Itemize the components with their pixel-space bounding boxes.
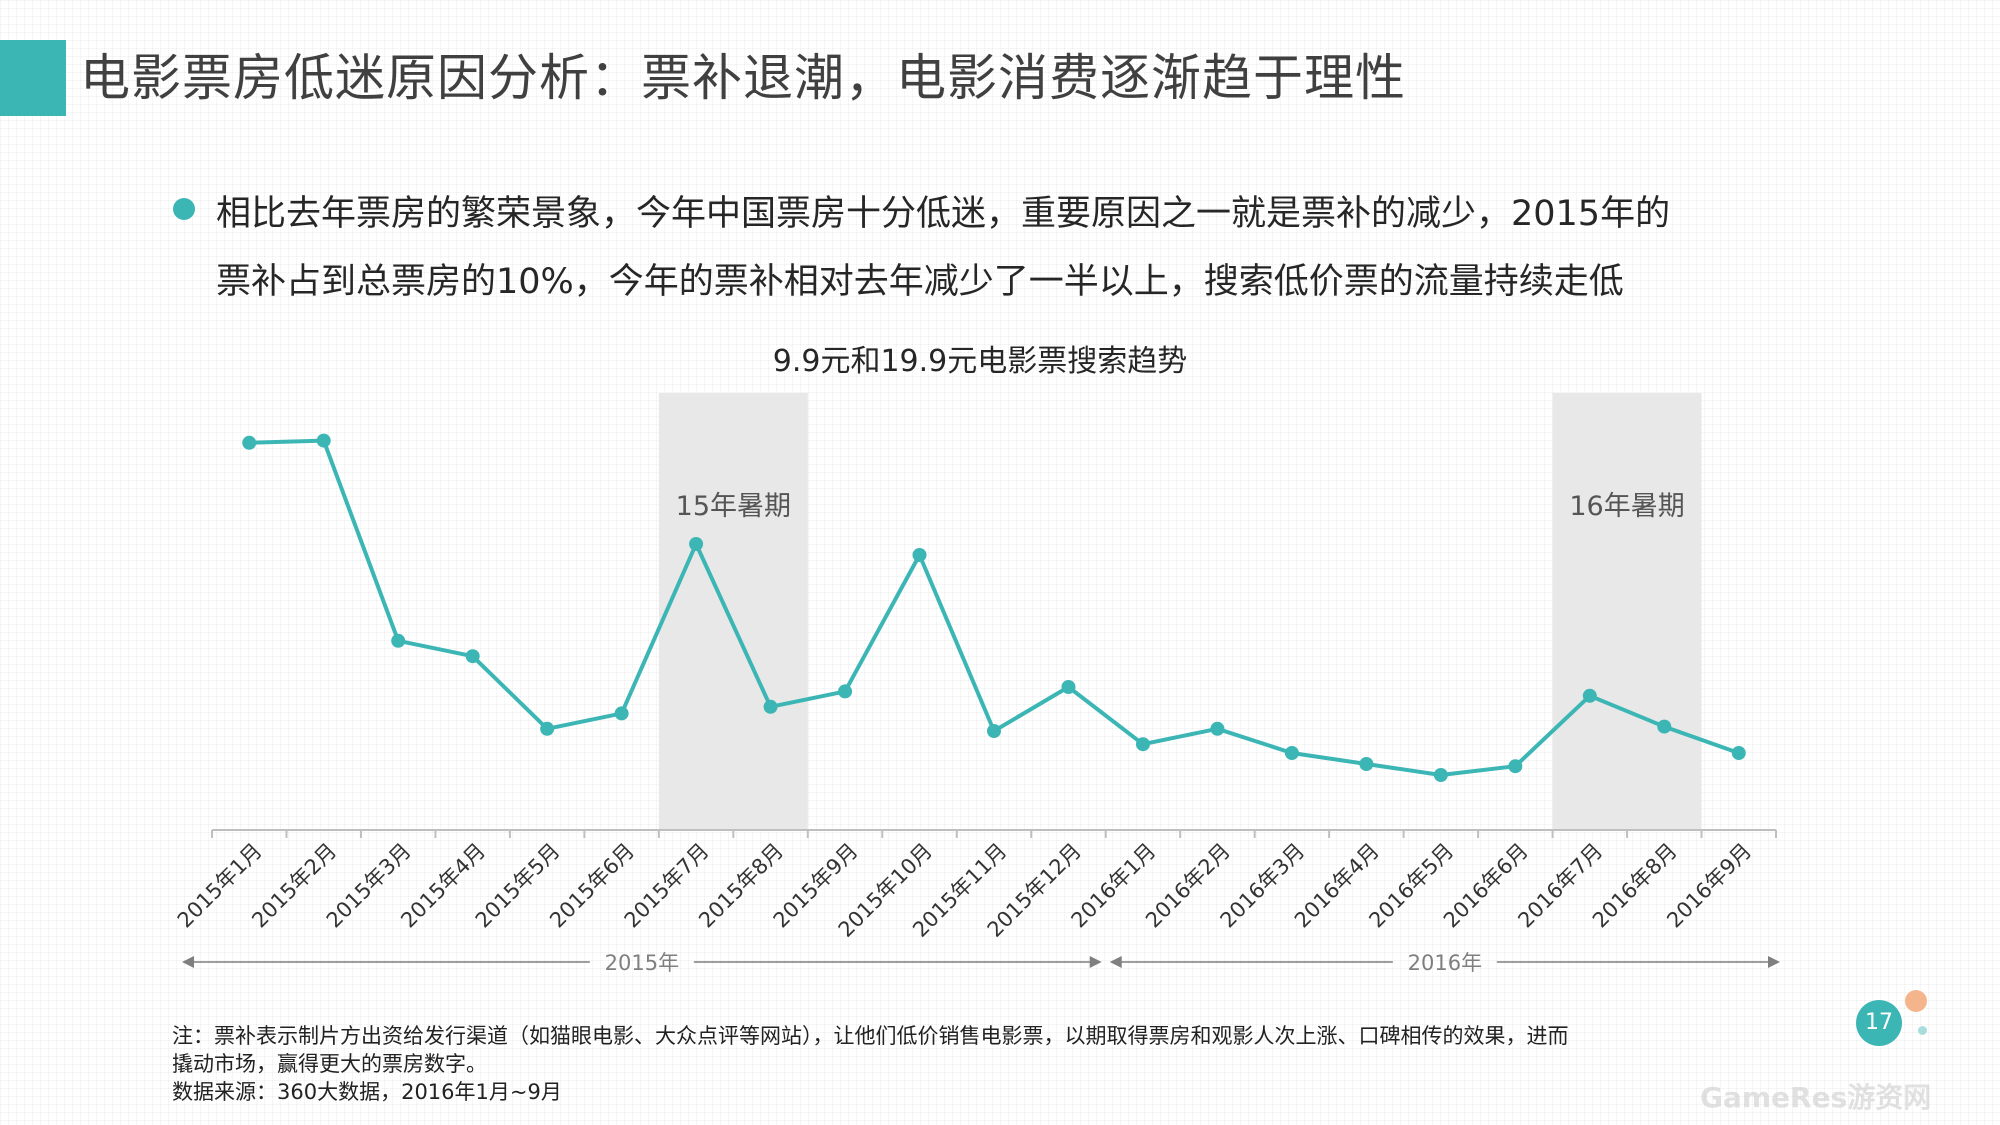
bullet-paragraph: 相比去年票房的繁荣景象，今年中国票房十分低迷，重要原因之一就是票补的减少，201…	[216, 180, 1796, 316]
footnote-line-1: 注：票补表示制片方出资给发行渠道（如猫眼电影、大众点评等网站），让他们低价销售电…	[172, 1024, 1569, 1048]
bullet-line-2: 票补占到总票房的10%，今年的票补相对去年减少了一半以上，搜索低价票的流量持续走…	[216, 262, 1624, 302]
highlight-band-2	[1552, 393, 1702, 830]
page-title: 电影票房低迷原因分析：票补退潮，电影消费逐渐趋于理性	[80, 49, 1406, 107]
arrow-head-right	[1089, 956, 1102, 968]
data-point	[1731, 746, 1746, 760]
title-accent-bar	[0, 40, 66, 116]
page-number-badge: 17	[1856, 1000, 1902, 1046]
data-point	[838, 684, 853, 699]
data-point	[1061, 680, 1076, 694]
year-group-label: 2016年	[1408, 951, 1482, 975]
highlight-band-1	[658, 393, 808, 830]
data-point	[1433, 768, 1448, 782]
data-point	[763, 699, 778, 714]
data-point	[614, 706, 629, 721]
data-point	[689, 537, 704, 551]
year-group-label: 2015年	[605, 951, 679, 975]
data-point	[540, 721, 555, 736]
data-point	[987, 724, 1001, 738]
data-source: 数据来源：360大数据，2016年1月~9月	[172, 1080, 562, 1104]
footnote-line-2: 撬动市场，赢得更大的票房数字。	[172, 1052, 487, 1076]
decorative-dot-teal	[1918, 1026, 1927, 1035]
decorative-dot-orange	[1905, 990, 1927, 1012]
highlight-label-1: 15年暑期	[676, 491, 791, 522]
highlight-label-2: 16年暑期	[1569, 491, 1684, 522]
arrow-head-left	[182, 956, 194, 968]
data-point	[1582, 688, 1597, 703]
arrow-head-right	[1768, 956, 1780, 968]
data-point	[316, 433, 331, 448]
data-point	[1508, 759, 1523, 774]
data-point	[1657, 719, 1672, 734]
data-point	[1210, 721, 1225, 736]
data-point	[391, 633, 406, 648]
bullet-line-1: 相比去年票房的繁荣景象，今年中国票房十分低迷，重要原因之一就是票补的减少，201…	[216, 194, 1671, 234]
bullet-dot-icon	[173, 198, 195, 220]
data-point	[465, 649, 480, 664]
footnote: 注：票补表示制片方出资给发行渠道（如猫眼电影、大众点评等网站），让他们低价销售电…	[172, 1022, 1772, 1106]
data-point	[1359, 757, 1374, 771]
arrow-head-left	[1109, 956, 1122, 968]
watermark: GameRes游资网	[1700, 1081, 1932, 1114]
data-point	[242, 435, 257, 450]
data-point	[1135, 737, 1150, 752]
chart-title: 9.9元和19.9元电影票搜索趋势	[772, 344, 1188, 379]
data-point	[912, 548, 927, 562]
data-point	[1284, 746, 1299, 760]
